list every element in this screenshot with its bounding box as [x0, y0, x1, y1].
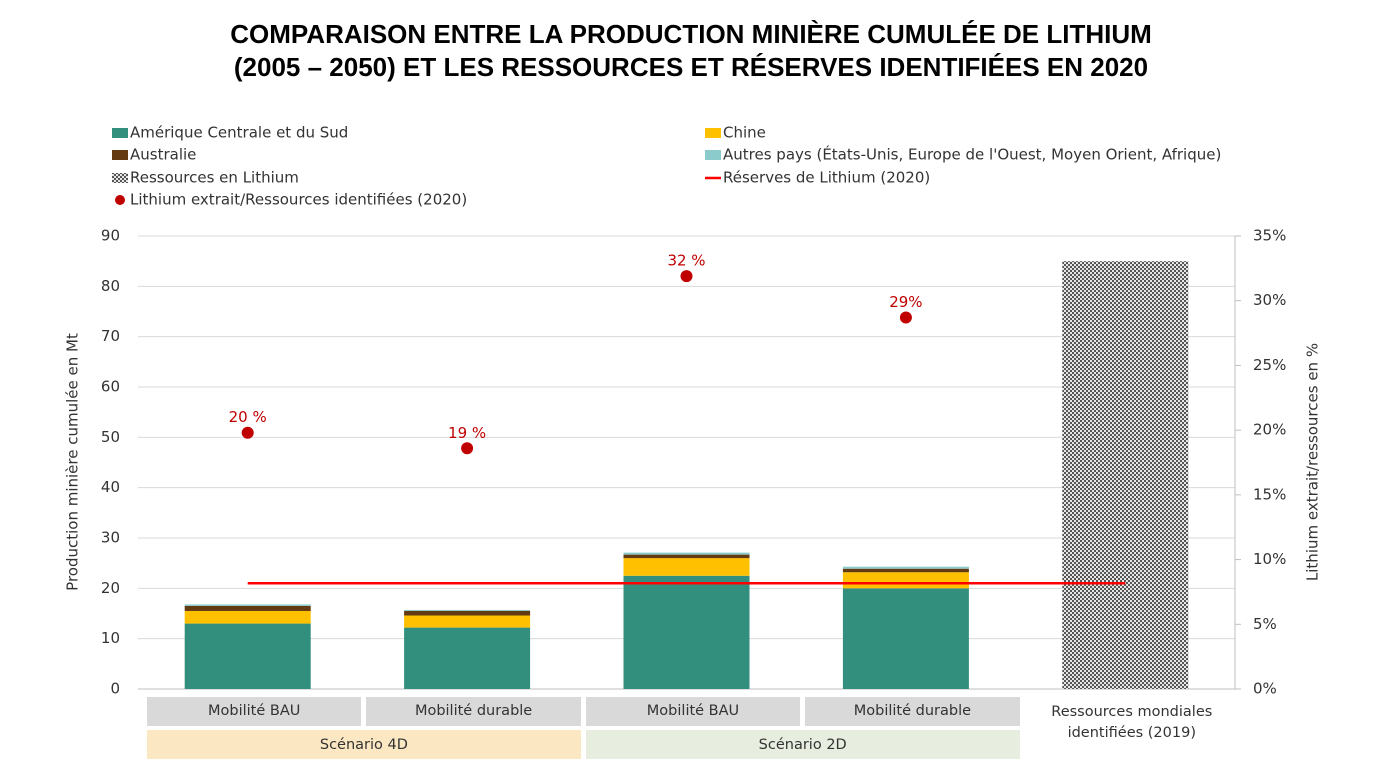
y-tick-label: 60 [101, 378, 120, 396]
x-tick-label: Ressources mondiales identifiées (2019) [1051, 703, 1213, 741]
y2-tick-label: 0% [1253, 680, 1277, 698]
data-label: 32 % [667, 252, 705, 270]
x-tick-label: Mobilité durable [805, 697, 1020, 726]
bar-segment [623, 552, 750, 555]
bar-segment [623, 575, 750, 689]
bar-segment [184, 610, 311, 624]
y2-axis-label: Lithium extrait/ressources en % [1304, 343, 1322, 581]
group-label: Scénario 2D [585, 730, 1020, 759]
bar-segment [404, 610, 531, 616]
x-tick-label: Mobilité BAU [147, 697, 362, 726]
y2-tick-label: 30% [1253, 291, 1286, 309]
legend-label: Ressources en Lithium [130, 169, 299, 187]
x-tick-label: Mobilité BAU [585, 697, 801, 726]
bar-segment [842, 566, 969, 569]
bar-segment [842, 572, 969, 589]
y-tick-label: 0 [110, 680, 120, 698]
y2-tick-label: 20% [1253, 421, 1286, 439]
ratio-dot [241, 426, 254, 439]
bar-segment [404, 627, 531, 689]
y2-tick-label: 25% [1253, 356, 1286, 374]
y-axis-label: Production minière cumulée en Mt [64, 333, 82, 591]
legend-label: Autres pays (États-Unis, Europe de l'Oue… [723, 145, 1221, 164]
y-tick-label: 50 [101, 428, 120, 446]
legend-swatch [112, 128, 128, 138]
bar-segment [1062, 261, 1189, 689]
y-tick-label: 40 [101, 478, 120, 496]
legend-swatch [115, 195, 125, 205]
y-tick-label: 90 [101, 227, 120, 245]
bar-segment [184, 623, 311, 689]
y-tick-label: 70 [101, 327, 120, 345]
data-label: 19 % [448, 424, 486, 442]
ratio-dot [899, 311, 912, 324]
bar-segment [842, 568, 969, 573]
data-label: 20 % [229, 408, 267, 426]
bar-segment [623, 554, 750, 559]
bar-segment [184, 605, 311, 611]
bar-segment [184, 604, 311, 606]
legend-swatch [112, 173, 128, 183]
bar-segment [404, 615, 531, 628]
group-label: Scénario 4D [147, 730, 581, 759]
y-tick-label: 10 [101, 629, 120, 647]
ratio-dot [680, 270, 693, 283]
data-label: 29% [889, 293, 922, 311]
x-tick-label: Mobilité durable [366, 697, 581, 726]
bar-segment [623, 558, 750, 576]
legend-label: Amérique Centrale et du Sud [130, 124, 348, 142]
legend-label: Australie [130, 146, 196, 164]
bar-segment [842, 588, 969, 689]
y-tick-label: 20 [101, 579, 120, 597]
y-tick-label: 30 [101, 529, 120, 547]
y2-tick-label: 5% [1253, 615, 1277, 633]
y2-tick-label: 35% [1253, 227, 1286, 245]
chart-subtitle: (2005 – 2050) ET LES RESSOURCES ET RÉSER… [234, 52, 1148, 82]
y-tick-label: 80 [101, 277, 120, 295]
legend-label: Chine [723, 124, 766, 142]
legend-label: Lithium extrait/Ressources identifiées (… [130, 191, 467, 209]
chart-title: COMPARAISON ENTRE LA PRODUCTION MINIÈRE … [230, 19, 1152, 49]
legend-swatch [705, 128, 721, 138]
legend-swatch [112, 150, 128, 160]
bar-segment [404, 609, 531, 611]
legend-swatch [705, 150, 721, 160]
legend-label: Réserves de Lithium (2020) [723, 169, 930, 187]
ratio-dot [461, 442, 474, 455]
y2-tick-label: 10% [1253, 550, 1286, 568]
y2-tick-label: 15% [1253, 485, 1286, 503]
